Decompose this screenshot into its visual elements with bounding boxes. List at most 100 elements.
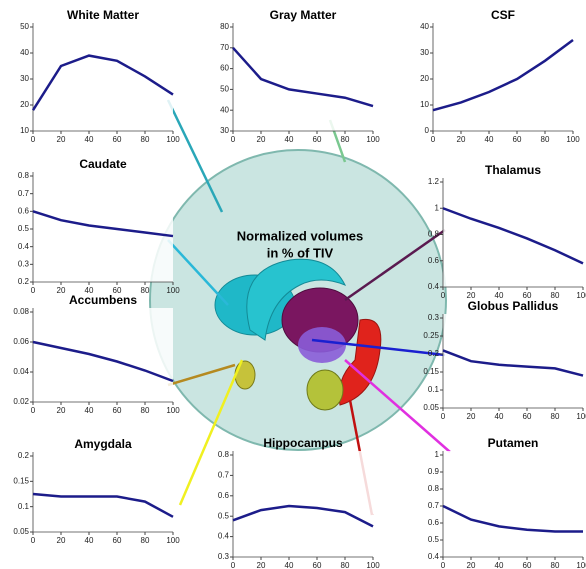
chart-title: CSF — [491, 8, 515, 22]
y-tick-label: 10 — [420, 100, 429, 109]
y-tick-label: 0.7 — [428, 501, 440, 510]
y-tick-label: 0.2 — [18, 451, 30, 460]
x-tick-label: 40 — [85, 536, 94, 545]
x-tick-label: 0 — [31, 406, 36, 415]
y-tick-label: 0.9 — [428, 467, 440, 476]
y-tick-label: 0.02 — [13, 397, 29, 406]
panel: 0.3 0.4 0.5 0.6 0.7 0.8 0 20 40 60 80 100 Hippocampu… — [218, 436, 380, 569]
x-tick-label: 80 — [541, 135, 550, 144]
plot-area — [33, 23, 173, 131]
y-tick-label: 0.4 — [428, 282, 440, 291]
y-tick-label: 0.05 — [13, 527, 29, 536]
x-tick-label: 40 — [85, 135, 94, 144]
y-tick-label: 0.6 — [428, 256, 440, 265]
x-tick-label: 60 — [523, 291, 532, 300]
x-tick-label: 100 — [166, 286, 180, 295]
y-tick-label: 0.05 — [423, 403, 439, 412]
panel: 30 40 50 60 70 80 0 20 40 60 80 100 Gray Matter — [220, 8, 380, 144]
y-tick-label: 0.5 — [218, 511, 230, 520]
x-tick-label: 60 — [113, 406, 122, 415]
x-tick-label: 20 — [57, 135, 66, 144]
chart-title: Amygdala — [74, 437, 132, 451]
y-tick-label: 0.3 — [18, 259, 30, 268]
panel: 0.05 0.1 0.15 0.2 0.25 0.3 0 20 40 60 80 100 Globus … — [423, 299, 586, 421]
plot-area — [33, 452, 173, 532]
panel: 0.02 0.04 0.06 0.08 0 20 40 60 80 100 Accumbens — [13, 293, 180, 415]
panel: 0.4 0.6 0.8 1 1.2 0 20 40 60 80 100 Thalamus — [428, 163, 586, 300]
plot-area — [443, 451, 583, 557]
y-tick-label: 0.08 — [13, 307, 29, 316]
y-tick-label: 0.1 — [18, 502, 30, 511]
x-tick-label: 0 — [231, 561, 236, 569]
y-tick-label: 0.8 — [428, 484, 440, 493]
x-tick-label: 40 — [495, 412, 504, 421]
y-tick-label: 0.7 — [218, 471, 230, 480]
chart-title: Accumbens — [69, 293, 137, 307]
plot-area — [433, 23, 573, 131]
fit-line — [232, 504, 374, 528]
y-tick-label: 0.2 — [428, 349, 440, 358]
y-tick-label: 20 — [420, 74, 429, 83]
y-tick-label: 0.8 — [218, 450, 230, 459]
y-tick-label: 0.5 — [18, 224, 30, 233]
x-tick-label: 0 — [31, 286, 36, 295]
y-tick-label: 0.3 — [218, 552, 230, 561]
x-tick-label: 60 — [523, 561, 532, 569]
x-tick-label: 0 — [441, 291, 446, 300]
x-tick-label: 80 — [551, 412, 560, 421]
x-tick-label: 80 — [141, 406, 150, 415]
x-tick-label: 80 — [141, 536, 150, 545]
plot-area — [233, 451, 373, 557]
y-tick-label: 1 — [435, 203, 440, 212]
x-tick-label: 60 — [313, 561, 322, 569]
y-tick-label: 10 — [20, 126, 29, 135]
panel: 0.05 0.1 0.15 0.2 0 20 40 60 80 100 Amygdala — [13, 437, 180, 545]
x-tick-label: 20 — [467, 291, 476, 300]
y-tick-label: 0.6 — [218, 491, 230, 500]
panel: 0.4 0.5 0.6 0.7 0.8 0.9 1 0 20 40 60 80 100 Putamen — [428, 436, 586, 569]
x-tick-label: 60 — [523, 412, 532, 421]
y-tick-label: 0.5 — [428, 535, 440, 544]
chart-title: Hippocampus — [263, 436, 343, 450]
y-tick-label: 60 — [220, 64, 229, 73]
x-tick-label: 60 — [113, 135, 122, 144]
y-tick-label: 0.15 — [13, 476, 29, 485]
x-tick-label: 100 — [366, 561, 380, 569]
y-tick-label: 0.1 — [428, 385, 440, 394]
y-tick-label: 0.8 — [428, 230, 440, 239]
y-tick-label: 40 — [420, 22, 429, 31]
x-tick-label: 80 — [551, 561, 560, 569]
panel: 10 20 30 40 50 0 20 40 60 80 100 White Matter — [20, 8, 180, 144]
y-tick-label: 0.4 — [18, 242, 30, 251]
panel: 0 10 20 30 40 0 20 40 60 80 100 CSF — [420, 8, 580, 144]
y-tick-label: 70 — [220, 43, 229, 52]
x-tick-label: 40 — [285, 561, 294, 569]
y-tick-label: 50 — [220, 85, 229, 94]
x-tick-label: 40 — [85, 286, 94, 295]
x-tick-label: 100 — [366, 135, 380, 144]
fit-line — [31, 54, 174, 111]
chart-title: Globus Pallidus — [468, 299, 559, 313]
x-tick-label: 80 — [141, 135, 150, 144]
x-tick-label: 20 — [57, 286, 66, 295]
x-tick-label: 20 — [257, 561, 266, 569]
y-tick-label: 0.8 — [18, 171, 30, 180]
y-tick-label: 1.2 — [428, 177, 440, 186]
chart-title: White Matter — [67, 8, 139, 22]
fit-line — [32, 340, 174, 383]
chart-title: Putamen — [488, 436, 539, 450]
x-tick-label: 0 — [231, 135, 236, 144]
fit-line — [32, 492, 174, 518]
x-tick-label: 20 — [467, 412, 476, 421]
panel: 0.2 0.3 0.4 0.5 0.6 0.7 0.8 0 20 40 60 80 100 Caudate — [18, 157, 180, 295]
brain — [149, 149, 447, 451]
x-tick-label: 20 — [57, 406, 66, 415]
x-tick-label: 100 — [166, 536, 180, 545]
y-tick-label: 1 — [435, 450, 440, 459]
x-tick-label: 100 — [576, 291, 586, 300]
fit-line — [442, 504, 583, 533]
x-tick-label: 0 — [31, 536, 36, 545]
y-tick-label: 40 — [20, 48, 29, 57]
